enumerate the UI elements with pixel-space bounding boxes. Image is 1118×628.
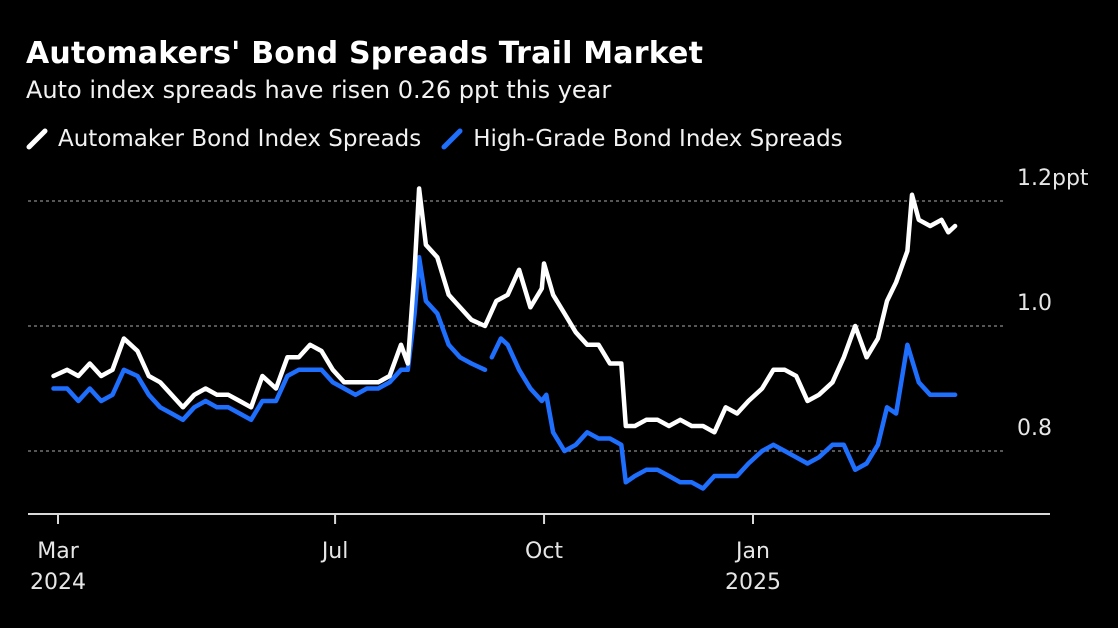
y-tick-label-0: 0.8 bbox=[1017, 416, 1052, 441]
chart-title: Automakers' Bond Spreads Trail Market bbox=[26, 36, 704, 71]
x-tick-sublabel-3: 2025 bbox=[725, 570, 781, 595]
x-tick-label-0: Mar bbox=[37, 539, 79, 564]
x-tick-label-2: Oct bbox=[525, 539, 563, 564]
x-tick-sublabel-0: 2024 bbox=[30, 570, 86, 595]
series-line-high-grade-1 bbox=[489, 336, 958, 491]
legend-label-automaker: Automaker Bond Index Spreads bbox=[58, 126, 422, 152]
x-tick-label-3: Jan bbox=[734, 539, 770, 564]
legend-swatch-white bbox=[26, 128, 48, 150]
legend-label-high-grade: High-Grade Bond Index Spreads bbox=[473, 126, 843, 152]
legend-item-automaker: Automaker Bond Index Spreads bbox=[26, 126, 421, 152]
series-line-automaker-0 bbox=[51, 186, 958, 435]
chart-legend: Automaker Bond Index Spreads High-Grade … bbox=[26, 126, 863, 152]
y-tick-label-1: 1.0 bbox=[1017, 291, 1052, 316]
y-tick-label-2: 1.2ppt bbox=[1017, 166, 1089, 191]
series-line-high-grade-0 bbox=[51, 255, 488, 423]
x-tick-label-1: Jul bbox=[320, 539, 349, 564]
chart-subtitle: Auto index spreads have risen 0.26 ppt t… bbox=[26, 76, 612, 104]
legend-swatch-blue bbox=[441, 128, 463, 150]
legend-item-high-grade: High-Grade Bond Index Spreads bbox=[441, 126, 843, 152]
